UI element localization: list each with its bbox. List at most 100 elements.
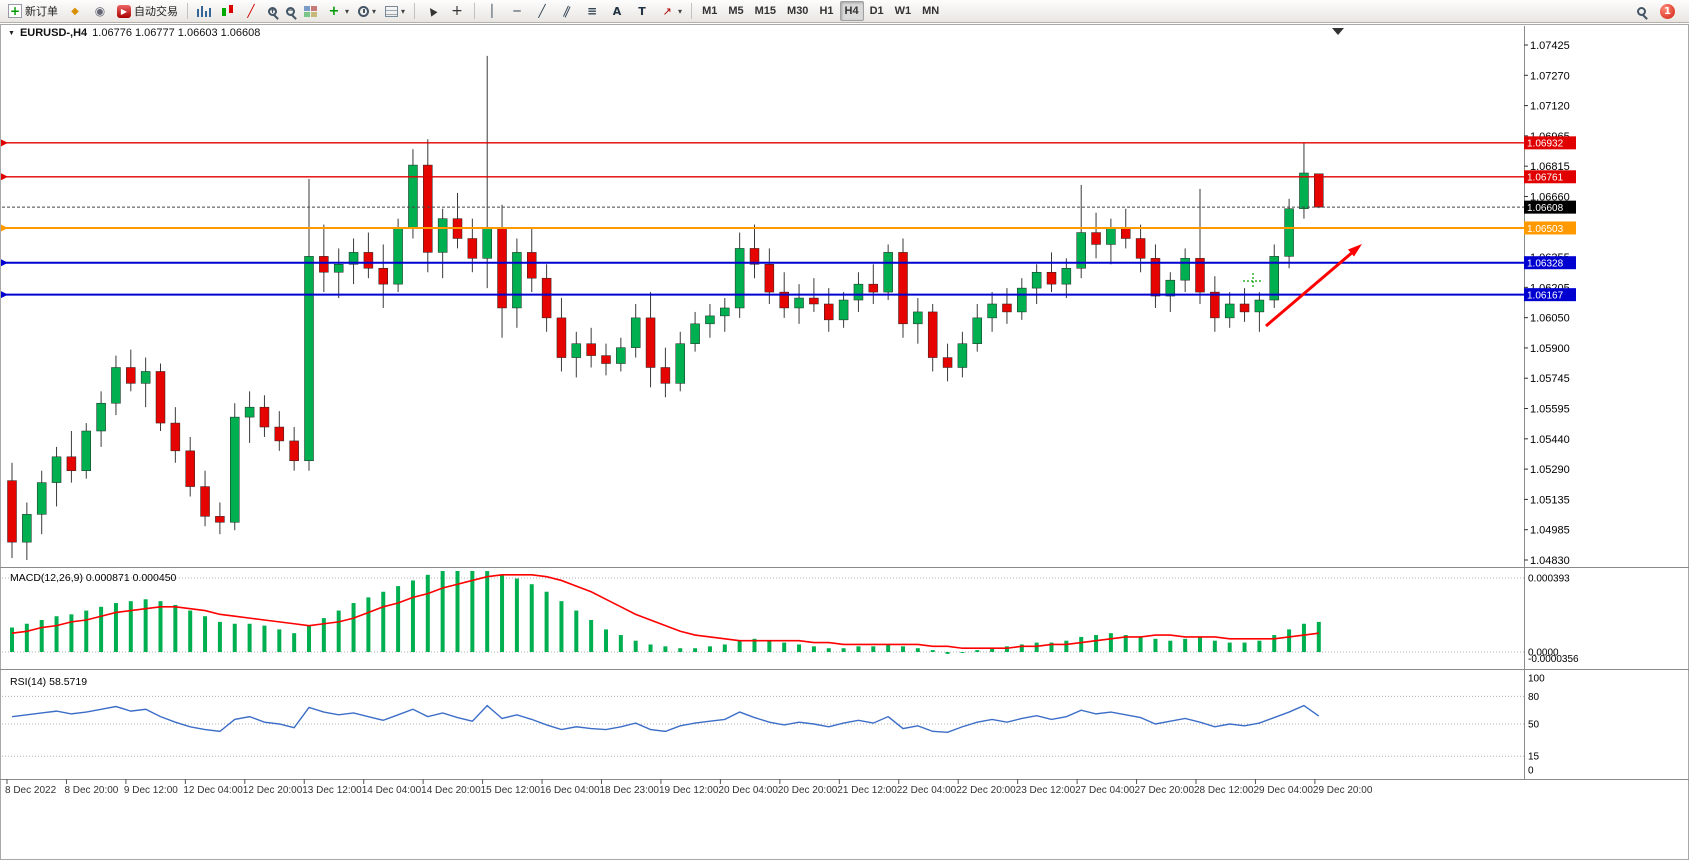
svg-text:29 Dec 04:00: 29 Dec 04:00 <box>1253 785 1313 796</box>
svg-text:1.06660: 1.06660 <box>1530 191 1570 203</box>
candle <box>630 317 641 348</box>
resistance-line-1-handle-icon[interactable] <box>1 139 8 147</box>
candle <box>1046 271 1057 285</box>
rsi-indicator-label: RSI(14) 58.5719 <box>10 676 87 688</box>
search-button[interactable] <box>1633 1 1650 21</box>
timeframe-m1-button[interactable]: M1 <box>697 1 722 21</box>
label-button[interactable]: T <box>630 1 654 21</box>
periods-button[interactable]: ▾ <box>354 1 380 21</box>
trend-arrow-head-icon[interactable] <box>1348 244 1362 257</box>
new-order-button[interactable]: + 新订单 <box>4 1 62 21</box>
candle <box>1031 271 1042 289</box>
new-order-button-label: 新订单 <box>25 6 58 18</box>
support-line-1-handle-icon[interactable] <box>1 259 8 267</box>
timeframe-h1-button[interactable]: H1 <box>814 1 838 21</box>
macd-bar <box>930 650 935 652</box>
candle <box>512 252 522 309</box>
candle <box>363 252 374 269</box>
svg-text:13 Dec 12:00: 13 Dec 12:00 <box>302 785 362 796</box>
collapse-icon[interactable]: ▼ <box>8 29 15 37</box>
macd-bar <box>1034 642 1039 652</box>
autotrading-button[interactable]: ▶ 自动交易 <box>113 1 182 21</box>
macd-panel: 0.000393 0.0000-0.0000356 <box>2 571 1579 665</box>
resistance-line-2-handle-icon[interactable] <box>1 173 8 181</box>
channel-button[interactable]: ∥ <box>555 1 579 21</box>
candle <box>1121 228 1131 239</box>
candle <box>601 355 611 364</box>
dropdown-caret-icon: ▾ <box>372 6 377 16</box>
timeframe-d1-button[interactable]: D1 <box>865 1 889 21</box>
candle <box>660 367 671 384</box>
chart-shift-marker-icon[interactable] <box>1332 28 1344 35</box>
candle <box>423 164 433 253</box>
candlestick-chart-icon <box>220 5 234 17</box>
tile-windows-button[interactable] <box>300 1 321 21</box>
toolbar: + 新订单 ◆ ◉ ▶ 自动交易 ╱ + − + ▾ ▾ ▾ ▲ + │ ─ ╱ ∥ ≡ A T ↗ ▾ M1 M5 M15 M30 H… <box>0 0 1689 23</box>
svg-text:0.000393: 0.000393 <box>1528 574 1570 585</box>
svg-text:1.04830: 1.04830 <box>1530 555 1570 567</box>
text-button[interactable]: A <box>605 1 629 21</box>
svg-text:80: 80 <box>1528 692 1540 703</box>
chart-title: ▼ EURUSD-,H4 1.06776 1.06777 1.06603 1.0… <box>8 27 260 39</box>
zoom-out-button[interactable]: − <box>282 1 299 21</box>
candle <box>155 371 166 424</box>
candle <box>1239 303 1250 313</box>
support-line-2-handle-icon[interactable] <box>1 291 8 299</box>
macd-bar <box>633 640 638 652</box>
candle <box>616 347 626 364</box>
dropdown-caret-icon: ▾ <box>678 6 683 16</box>
svg-text:20 Dec 20:00: 20 Dec 20:00 <box>778 785 838 796</box>
svg-text:8 Dec 20:00: 8 Dec 20:00 <box>64 785 118 796</box>
candle <box>408 164 418 229</box>
crosshair-button[interactable]: + <box>445 1 469 21</box>
bar-chart-button[interactable] <box>193 1 215 21</box>
line-chart-icon: ╱ <box>247 4 255 18</box>
arrows-button[interactable]: ↗ ▾ <box>655 1 686 21</box>
svg-text:27 Dec 04:00: 27 Dec 04:00 <box>1075 785 1135 796</box>
candle <box>1269 256 1279 301</box>
rsi-name: RSI(14) <box>10 676 47 688</box>
macd-bar <box>1227 642 1232 652</box>
timeframe-m15-button[interactable]: M15 <box>750 1 781 21</box>
news-button[interactable]: ◆ <box>63 1 87 21</box>
line-chart-button[interactable]: ╱ <box>239 1 263 21</box>
macd-bar <box>84 610 89 652</box>
macd-bar <box>915 648 920 652</box>
trendline-button[interactable]: ╱ <box>530 1 554 21</box>
svg-text:1.06328: 1.06328 <box>1527 259 1564 270</box>
broadcast-button[interactable]: ◉ <box>88 1 112 21</box>
templates-button[interactable]: ▾ <box>381 1 409 21</box>
vertical-line-button[interactable]: │ <box>480 1 504 21</box>
horizontal-line-button[interactable]: ─ <box>505 1 529 21</box>
indicators-button[interactable]: + ▾ <box>322 1 353 21</box>
timeframe-w1-button[interactable]: W1 <box>890 1 917 21</box>
candle <box>22 514 32 543</box>
cursor-icon: ▲ <box>425 4 439 18</box>
timeframe-m5-button[interactable]: M5 <box>723 1 748 21</box>
trend-arrow[interactable] <box>1265 249 1355 328</box>
timeframe-mn-button[interactable]: MN <box>917 1 944 21</box>
cursor-button[interactable]: ▲ <box>420 1 444 21</box>
macd-bar <box>247 623 252 652</box>
timeframe-m30-button[interactable]: M30 <box>782 1 813 21</box>
chart-window-border <box>0 24 1689 860</box>
candle <box>140 371 151 384</box>
svg-text:23 Dec 12:00: 23 Dec 12:00 <box>1016 785 1076 796</box>
pivot-line-handle-icon[interactable] <box>1 224 8 232</box>
macd-bar <box>1153 638 1158 652</box>
candle <box>809 297 819 305</box>
candlestick-chart-button[interactable] <box>216 1 238 21</box>
macd-bar <box>1064 640 1069 652</box>
timeframe-h4-button[interactable]: H4 <box>839 1 864 21</box>
candle <box>868 283 879 293</box>
notifications-badge[interactable]: 1 <box>1660 3 1675 19</box>
zoom-in-button[interactable]: + <box>264 1 281 21</box>
candle <box>1195 258 1205 293</box>
candle <box>913 311 923 325</box>
candle <box>675 343 685 384</box>
dropdown-caret-icon: ▾ <box>401 6 406 16</box>
fibonacci-button[interactable]: ≡ <box>580 1 604 21</box>
candle <box>126 367 136 384</box>
candle <box>987 303 997 319</box>
